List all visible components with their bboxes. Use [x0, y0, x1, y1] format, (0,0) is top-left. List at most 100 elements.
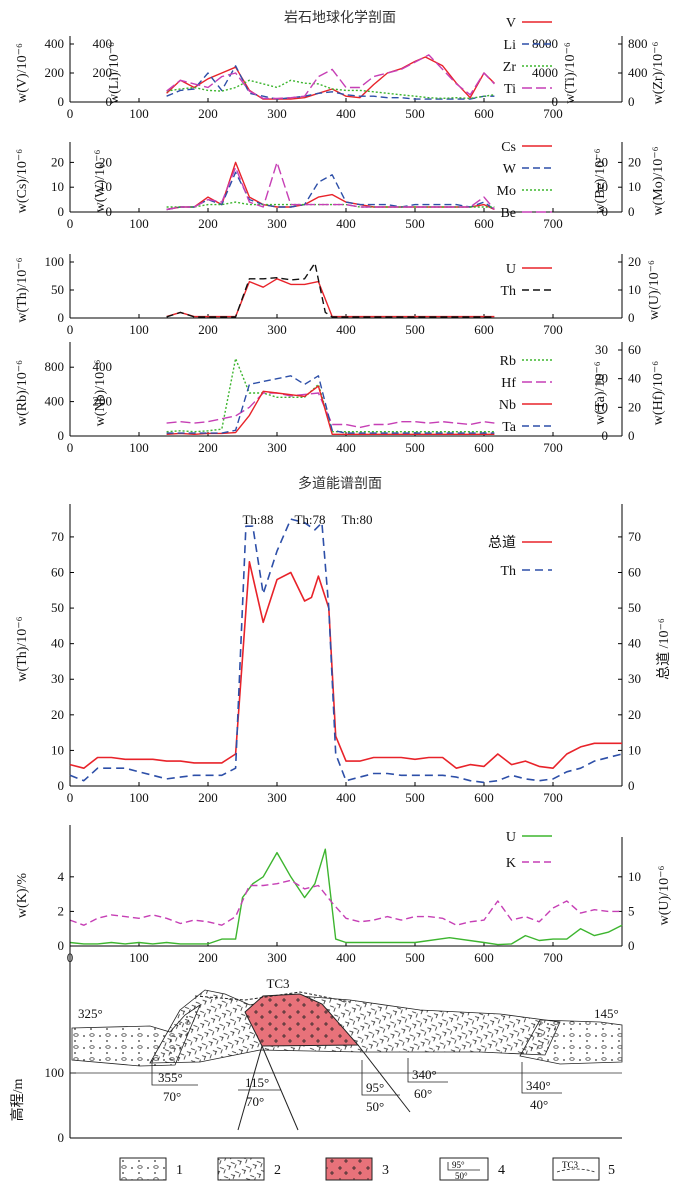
attitude-325-label: 325°: [78, 1006, 103, 1021]
right-axis-label: w(Mo)/10⁻⁶: [651, 146, 666, 215]
x-tick-label: 0: [67, 440, 74, 455]
series-line-K: [69, 879, 622, 926]
x-tick-label: 200: [198, 216, 218, 231]
conglomerate-unit-right: [519, 1019, 623, 1065]
contact-line-1: [237, 1045, 263, 1131]
left-tick-label: 400: [93, 359, 113, 374]
left-tick-label: 4: [58, 869, 65, 884]
series-line-Ti: [166, 54, 495, 100]
left-tick-label: 2: [58, 903, 65, 918]
left-tick-label: 200: [45, 65, 65, 80]
attitude-symbol-icon: [439, 1157, 489, 1181]
x-tick-label: 0: [67, 216, 74, 231]
right-axis-label: w(U)/10⁻⁶: [647, 260, 662, 320]
right-tick-label: 10: [595, 179, 608, 194]
x-tick-label: 700: [543, 440, 563, 455]
series-line-Nb: [166, 385, 495, 435]
x-tick-label: 300: [267, 950, 287, 965]
trench-symbol-line: [556, 1168, 596, 1173]
contact-line-3: [357, 1044, 411, 1113]
legend-label-Th: Th: [500, 564, 516, 579]
left-tick-label: 60: [51, 564, 64, 579]
left-tick-label: 800: [45, 359, 65, 374]
left-tick-label: 400: [45, 394, 65, 409]
x-tick-label: 700: [543, 322, 563, 337]
x-tick-label: 400: [336, 216, 356, 231]
x-tick-label: 100: [129, 216, 149, 231]
legend-3-number: 3: [382, 1163, 389, 1178]
right-tick-label: 0: [552, 94, 559, 109]
x-tick-label: 200: [198, 322, 218, 337]
attitude-4-strike: 340°: [412, 1067, 437, 1082]
legend-4-bottom: 50°: [455, 1171, 468, 1181]
x-tick-label: 300: [267, 440, 287, 455]
x-tick-label: 700: [543, 790, 563, 805]
right-axis-label: w(Zr)/10⁻⁶: [651, 41, 666, 104]
x-tick-label: 600: [474, 322, 494, 337]
series-line-Th: [69, 518, 623, 784]
attitude-marker-frame: [521, 1062, 562, 1094]
left-axis-label: w(Rb)/10⁻⁶: [15, 360, 30, 426]
left-axis-label: w(Cs)/10⁻⁶: [15, 149, 30, 214]
left-tick-label: 400: [93, 36, 113, 51]
x-tick-label: 300: [267, 790, 287, 805]
left-tick-label: 30: [51, 671, 64, 686]
spectrum-title: 多道能谱剖面: [298, 475, 382, 492]
left-tick-label: 0: [106, 94, 113, 109]
series-line-U: [166, 278, 495, 318]
right-axis-label: w(Hf)/10⁻⁶: [651, 361, 666, 425]
panel-u-th: 0 100 200 300 400 500 600 700 0 50 100 w(Th)/10⁻⁶ 0 1…: [15, 254, 662, 337]
right-tick-label: 5: [628, 903, 635, 918]
series-line-U: [69, 848, 623, 946]
schist-unit: [149, 989, 561, 1064]
peak-annotation: Th:88: [242, 512, 273, 527]
left-axis-label: w(Th)/10⁻⁶: [15, 616, 30, 681]
right-tick-label: 20: [628, 254, 641, 269]
right-tick-label: 20: [628, 399, 641, 414]
left-tick-label: 0: [106, 204, 113, 219]
x-tick-label: 600: [474, 216, 494, 231]
attitude-5-dip: 40°: [530, 1097, 548, 1112]
right-tick-label: 0: [628, 310, 635, 325]
legend-label-Be: Be: [500, 206, 516, 221]
series-line-Th: [166, 262, 495, 318]
legend-label-Zr: Zr: [503, 60, 517, 75]
attitude-marker-frame: [151, 1060, 198, 1086]
series-line-Mo: [166, 201, 495, 208]
legend-label-Hf: Hf: [501, 376, 516, 391]
legend-label-W: W: [503, 162, 517, 177]
left-tick-label: 400: [45, 36, 65, 51]
x-tick-label: 100: [129, 440, 149, 455]
contact-line-2: [261, 1045, 299, 1131]
legend-label-Cs: Cs: [501, 140, 516, 155]
x-tick-label: 0: [67, 106, 74, 121]
right-tick-label: 30: [628, 671, 641, 686]
x-tick-label: 700: [543, 106, 563, 121]
x-tick-label: 100: [129, 790, 149, 805]
legend-label-Mo: Mo: [497, 184, 516, 199]
x-tick-label: 100: [129, 106, 149, 121]
left-axis-label: w(K)/%: [15, 873, 30, 918]
x-tick-label: 500: [405, 440, 425, 455]
x-tick-label: 200: [198, 950, 218, 965]
left-tick-label: 200: [93, 65, 113, 80]
x-tick-label: 400: [336, 106, 356, 121]
series-line-Zr: [166, 79, 495, 100]
attitude-symbol-frame: [447, 1162, 480, 1171]
x-tick-label: 0: [67, 790, 74, 805]
legend-label-U: U: [506, 830, 516, 845]
x-tick-label: 700: [543, 216, 563, 231]
x-tick-label: 100: [129, 322, 149, 337]
legend-label-Ta: Ta: [502, 420, 517, 435]
left-tick-label: 50: [51, 600, 64, 615]
right-tick-label: 50: [628, 600, 641, 615]
x-tick-label: 100: [129, 950, 149, 965]
right-axis-label: w(Be)/10⁻⁶: [593, 148, 608, 213]
conglomerate-pattern-icon: [119, 1157, 167, 1181]
right-tick-label: 10: [628, 869, 641, 884]
left-tick-label: 10: [99, 179, 112, 194]
attitude-1-strike: 355°: [158, 1070, 183, 1085]
right-tick-label: 40: [628, 636, 641, 651]
